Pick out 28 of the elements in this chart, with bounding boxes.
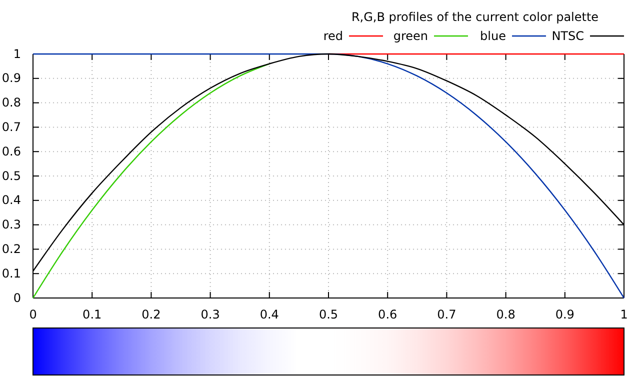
y-tick-label: 0.8 [2,96,21,110]
x-tick-label: 0 [29,308,37,322]
x-tick-label: 0.2 [142,308,161,322]
y-tick-label: 0.5 [2,168,21,183]
x-tick-label: 0.1 [82,308,102,322]
legend-label: red [323,29,343,43]
x-tick-label: 0.5 [318,308,338,322]
x-tick-label: 0.7 [437,308,456,322]
y-tick-label: 0.1 [2,266,21,280]
legend-label: blue [480,29,506,43]
legend-label: NTSC [552,29,584,43]
chart-title: R,G,B profiles of the current color palette [351,10,599,24]
x-tick-label: 0.4 [260,308,279,322]
x-tick-label: 0.8 [496,308,516,322]
y-tick-label: 0.6 [2,144,21,158]
legend-label: green [393,29,428,43]
x-tick-label: 0.6 [378,308,398,322]
x-tick-label: 0.3 [200,308,220,322]
y-tick-label: 0.2 [2,242,21,256]
y-tick-label: 0 [13,290,21,305]
y-tick-label: 0.4 [2,193,21,208]
y-tick-label: 0.9 [2,71,21,86]
y-tick-label: 0.7 [2,120,21,134]
x-tick-label: 1 [620,308,628,322]
line-series [32,63,270,299]
y-tick-label: 0.3 [2,218,21,232]
x-tick-label: 0.9 [555,308,574,322]
y-tick-label: 1 [13,46,21,61]
